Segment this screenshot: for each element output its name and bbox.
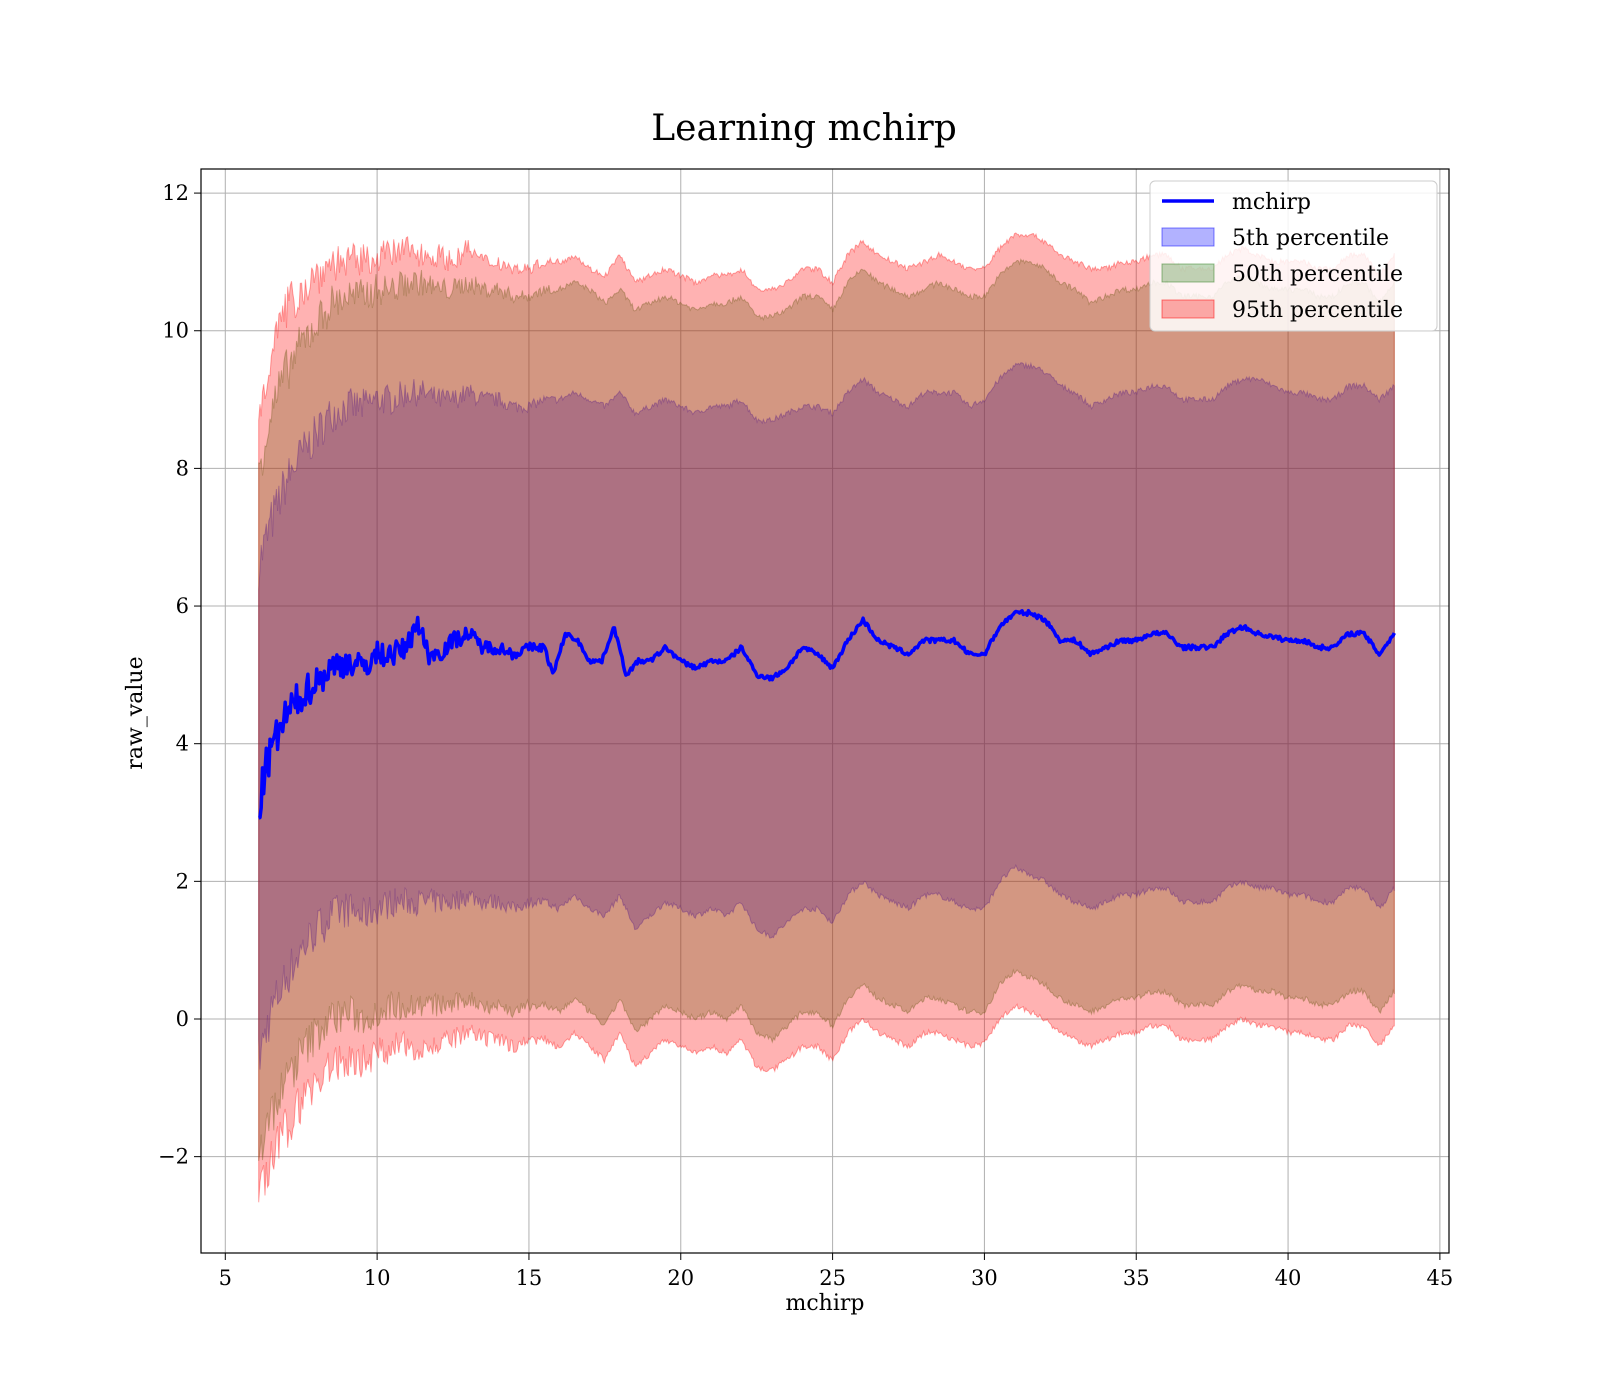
x-tick-label: 45 xyxy=(1427,1266,1454,1290)
x-tick-label: 40 xyxy=(1275,1266,1302,1290)
x-tick-label: 20 xyxy=(667,1266,694,1290)
y-tick-label: 10 xyxy=(162,319,189,343)
y-axis-label: raw_value xyxy=(123,656,148,769)
x-tick-label: 25 xyxy=(819,1266,846,1290)
x-tick-label: 35 xyxy=(1123,1266,1150,1290)
series-lines xyxy=(258,608,1396,820)
legend-swatch-patch xyxy=(1161,263,1215,283)
x-axis-ticks: 5 10 15 20 25 30 35 40 45 xyxy=(219,1253,1454,1290)
legend-label: 50th percentile xyxy=(1232,262,1403,287)
legend: mchirp 5th percentile 50th percentile 95th … xyxy=(1149,180,1438,332)
x-tick-label: 5 xyxy=(219,1266,232,1290)
legend-label: mchirp xyxy=(1232,190,1311,215)
y-axis-ticks: −2 0 2 4 6 8 10 12 xyxy=(158,181,201,1169)
y-tick-label: 8 xyxy=(176,456,189,480)
95th-percentile-band xyxy=(258,232,1395,1203)
plot-frame xyxy=(200,168,1450,1254)
x-tick-label: 30 xyxy=(971,1266,998,1290)
legend-swatch-patch xyxy=(1161,299,1215,319)
legend-label: 5th percentile xyxy=(1232,226,1389,251)
y-tick-label: 6 xyxy=(176,594,189,618)
x-axis-label: mchirp xyxy=(786,1291,865,1316)
y-tick-label: −2 xyxy=(158,1145,189,1169)
y-tick-label: 4 xyxy=(176,732,189,756)
grid xyxy=(201,169,1449,1253)
y-tick-label: 12 xyxy=(162,181,189,205)
legend-box xyxy=(1149,180,1438,332)
y-tick-label: 0 xyxy=(176,1007,189,1031)
50th-percentile-band xyxy=(258,258,1395,1161)
legend-label: 95th percentile xyxy=(1232,298,1403,323)
y-tick-label: 2 xyxy=(176,869,189,893)
chart-title: Learning mchirp xyxy=(651,108,957,149)
percentile-bands xyxy=(258,232,1395,1203)
mchirp-line xyxy=(258,608,1396,820)
legend-swatch-patch xyxy=(1161,227,1215,247)
5th-percentile-band xyxy=(258,361,1395,1070)
x-tick-label: 10 xyxy=(364,1266,391,1290)
x-tick-label: 15 xyxy=(516,1266,543,1290)
